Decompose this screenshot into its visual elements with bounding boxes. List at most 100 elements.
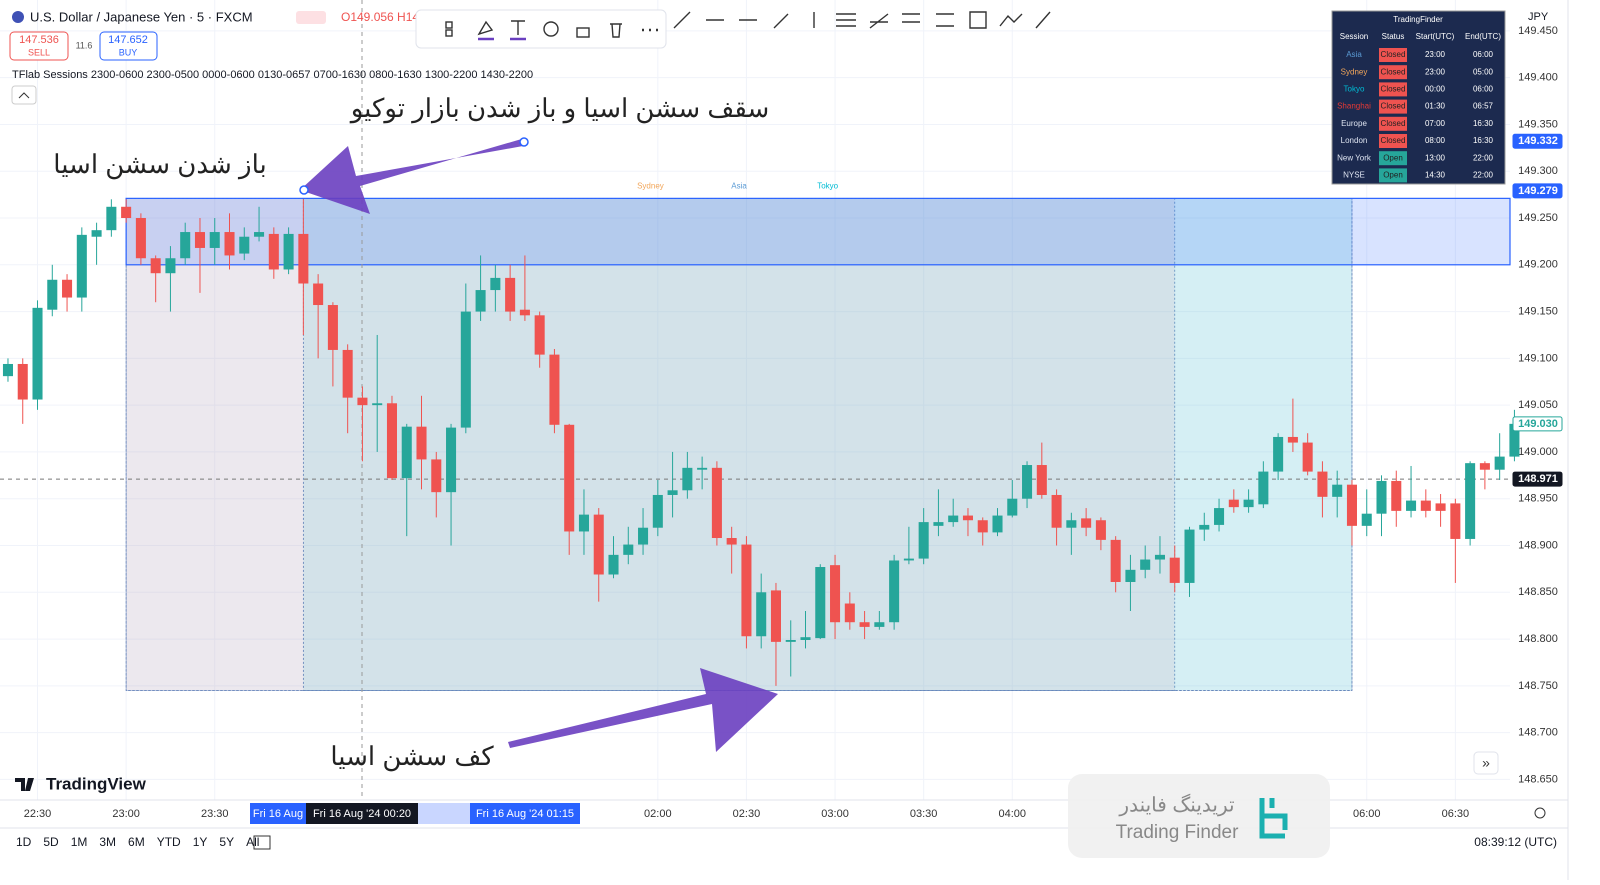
range-button[interactable]: All [246, 835, 259, 849]
scroll-button[interactable] [1473, 751, 1499, 775]
session-label: Sydney [637, 181, 664, 190]
candle-body [62, 279, 73, 298]
status-bg [1379, 168, 1407, 183]
drawing-tools[interactable] [673, 11, 1051, 29]
icon[interactable] [511, 20, 525, 35]
candle-body [1154, 554, 1165, 560]
candle-body [1140, 559, 1151, 570]
icon[interactable] [445, 29, 453, 37]
candle-body [815, 567, 826, 639]
candle-body [770, 590, 781, 642]
annotation: کف سشن اسیا [330, 741, 494, 772]
candle-body [268, 233, 279, 270]
candle-body [1332, 484, 1343, 497]
candle-body [1022, 465, 1033, 499]
candle-body [564, 424, 575, 532]
sell-button[interactable] [9, 31, 69, 61]
table-header: Start(UTC) [1416, 32, 1455, 41]
status-bg [1379, 48, 1407, 62]
candle-body [534, 315, 545, 355]
range-button[interactable]: 6M [128, 835, 145, 849]
handle [299, 185, 309, 195]
watermark-en: Trading Finder [1116, 822, 1240, 843]
candle-body [830, 565, 841, 623]
table-cell: Europe [1341, 119, 1367, 128]
candle-body [1066, 520, 1077, 528]
range-button[interactable]: 3M [99, 835, 116, 849]
logo-icon [15, 778, 34, 791]
time-marker: Fri 16 Aug '24 01:15 [476, 808, 574, 820]
calendar-icon[interactable] [253, 835, 271, 850]
candle-body [578, 514, 589, 532]
candle-body [1406, 500, 1417, 511]
candle-body [977, 520, 988, 533]
x-tick-label: 22:30 [24, 808, 52, 820]
range-button[interactable]: 1Y [193, 835, 208, 849]
table-cell: Tokyo [1344, 85, 1365, 94]
candle-body [1479, 463, 1490, 470]
price-label: 149.279 [1518, 185, 1558, 197]
table-cell: 06:57 [1473, 102, 1494, 111]
collapse-button[interactable] [11, 85, 37, 105]
range-button[interactable]: YTD [157, 835, 181, 849]
table-cell: 22:00 [1473, 171, 1494, 180]
candle-body [992, 515, 1003, 533]
candle-body [711, 467, 722, 539]
table-cell: Closed [1381, 136, 1406, 145]
buy-price: 147.652 [108, 34, 148, 46]
y-tick-label: 149.050 [1518, 399, 1558, 411]
candle-body [1095, 520, 1106, 540]
candle-body [800, 637, 811, 640]
candle-body [1391, 480, 1402, 511]
y-tick-label: 149.000 [1518, 446, 1558, 458]
y-tick-label: 149.350 [1518, 118, 1558, 130]
candle-body [121, 206, 132, 219]
time-marker: Fri 16 Aug [253, 808, 303, 820]
y-tick-label: 149.250 [1518, 212, 1558, 224]
range-button[interactable]: 1D [16, 835, 32, 849]
table-cell: Asia [1346, 50, 1362, 59]
candle-body [32, 307, 43, 400]
range-button[interactable]: 5D [43, 835, 59, 849]
table-cell: Closed [1381, 85, 1406, 94]
symbol[interactable]: U.S. Dollar / Japanese Yen · 5 · FXCM [30, 9, 253, 24]
icon[interactable] [576, 27, 590, 38]
session-box [302, 197, 1353, 691]
table-cell: 23:00 [1425, 50, 1446, 59]
candle-body [1214, 508, 1225, 525]
candle-body [948, 515, 959, 523]
range-button[interactable]: 1M [71, 835, 88, 849]
icon[interactable] [543, 21, 559, 37]
candle-body [1258, 471, 1269, 505]
table-header: End(UTC) [1465, 32, 1501, 41]
candle-body [1228, 499, 1239, 508]
candle-body [1051, 494, 1062, 528]
candle-body [194, 232, 205, 248]
icon[interactable] [477, 20, 494, 36]
status-bg [1379, 82, 1407, 97]
indicator: TFlab Sessions 2300-0600 2300-0500 0000-… [12, 69, 533, 81]
price-label: 148.971 [1518, 473, 1558, 485]
buy-button[interactable] [99, 31, 158, 61]
icon[interactable] [610, 23, 622, 38]
candle-body [357, 397, 368, 406]
symbol-icon [12, 11, 24, 23]
icon [18, 92, 30, 99]
table-cell: Closed [1381, 119, 1406, 128]
candle-body [918, 522, 929, 559]
price-label-bg [1512, 471, 1563, 487]
table-cell: Open [1383, 171, 1403, 180]
table-cell: Closed [1381, 102, 1406, 111]
table-cell: Closed [1381, 67, 1406, 76]
range-button[interactable]: 5Y [219, 835, 234, 849]
session-table: TradingFinder Session Status Start(UTC) End… [1331, 10, 1506, 185]
settings-icon[interactable] [1534, 807, 1546, 819]
x-tick-label: 06:00 [1353, 808, 1381, 820]
range-highlight [418, 803, 470, 824]
icon[interactable] [445, 21, 453, 29]
candle-body [1125, 569, 1136, 582]
floating-toolbar [415, 9, 667, 49]
table-cell: 06:00 [1473, 85, 1494, 94]
candle-body [1465, 463, 1476, 539]
x-tick-label: 02:30 [733, 808, 761, 820]
